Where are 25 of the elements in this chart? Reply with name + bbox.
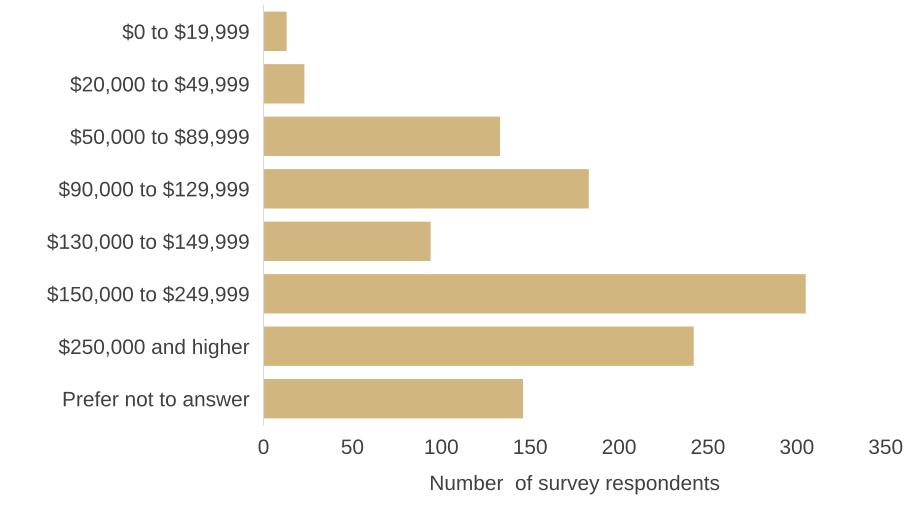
y-tick-label: $50,000 to $89,999 — [70, 128, 249, 147]
x-tick-label: 350 — [869, 439, 902, 454]
y-tick-label: Prefer not to answer — [64, 391, 250, 406]
x-tick-label: 50 — [342, 439, 364, 454]
x-tick-label: 300 — [780, 439, 814, 454]
x-tick-label: 100 — [426, 439, 458, 454]
bar — [264, 326, 694, 366]
bar — [264, 222, 431, 261]
bar — [264, 379, 524, 418]
bar — [264, 169, 589, 208]
x-tick-label: 200 — [602, 439, 636, 454]
y-tick-label: $250,000 and higher — [58, 338, 250, 358]
bar — [264, 116, 500, 156]
y-tick-label: $130,000 to $149,999 — [47, 233, 249, 252]
x-tick-label: 0 — [258, 439, 268, 454]
y-tick-label: $20,000 to $49,999 — [70, 76, 249, 94]
bar — [264, 12, 287, 52]
x-tick-label: 250 — [692, 439, 725, 454]
y-tick-label: $90,000 to $129,999 — [58, 180, 249, 200]
x-axis-title: Number of survey respondents — [431, 474, 720, 494]
y-tick-label: $150,000 to $249,999 — [47, 286, 249, 304]
x-tick-label: 150 — [514, 439, 547, 454]
y-tick-label: $0 to $19,999 — [122, 23, 249, 42]
bar — [264, 64, 304, 104]
bar — [264, 274, 806, 314]
